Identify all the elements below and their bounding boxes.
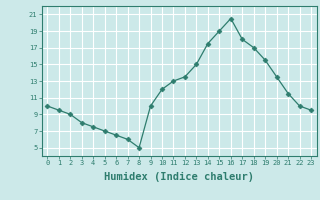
- X-axis label: Humidex (Indice chaleur): Humidex (Indice chaleur): [104, 172, 254, 182]
